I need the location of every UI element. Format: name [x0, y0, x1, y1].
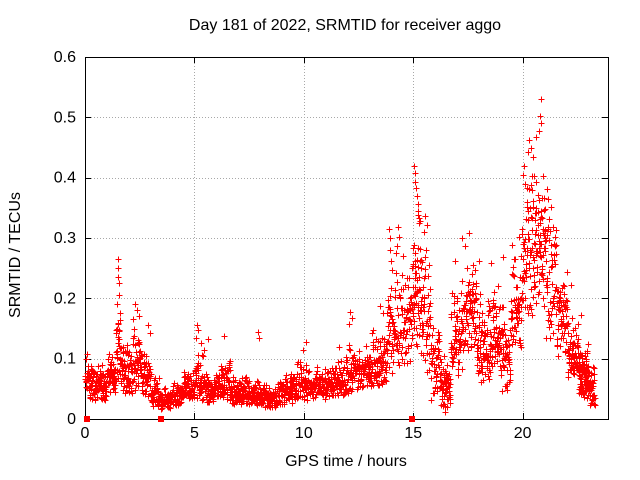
y-axis-label: SRMTID / TECUs	[7, 192, 24, 318]
zero-marker-square	[409, 416, 415, 422]
axis-ticks	[85, 57, 608, 420]
zero-marker-square	[158, 416, 164, 422]
y-tick-label: 0	[67, 411, 76, 428]
y-tick-label: 0.4	[54, 170, 76, 187]
y-tick-label: 0.1	[54, 351, 76, 368]
y-tick-label: 0.5	[54, 109, 76, 126]
chart-title: Day 181 of 2022, SRMTID for receiver agg…	[189, 17, 501, 34]
y-tick-label: 0.6	[54, 49, 76, 66]
x-tick-label: 10	[295, 425, 313, 442]
x-tick-label: 15	[404, 425, 422, 442]
x-tick-label: 5	[190, 425, 199, 442]
zero-marker-square	[84, 416, 90, 422]
zero-markers	[84, 416, 415, 422]
x-tick-label: 0	[81, 425, 90, 442]
y-tick-label: 0.2	[54, 290, 76, 307]
y-tick-label: 0.3	[54, 230, 76, 247]
x-tick-label: 20	[514, 425, 532, 442]
scatter-points	[82, 96, 599, 416]
x-axis-label: GPS time / hours	[285, 453, 407, 470]
